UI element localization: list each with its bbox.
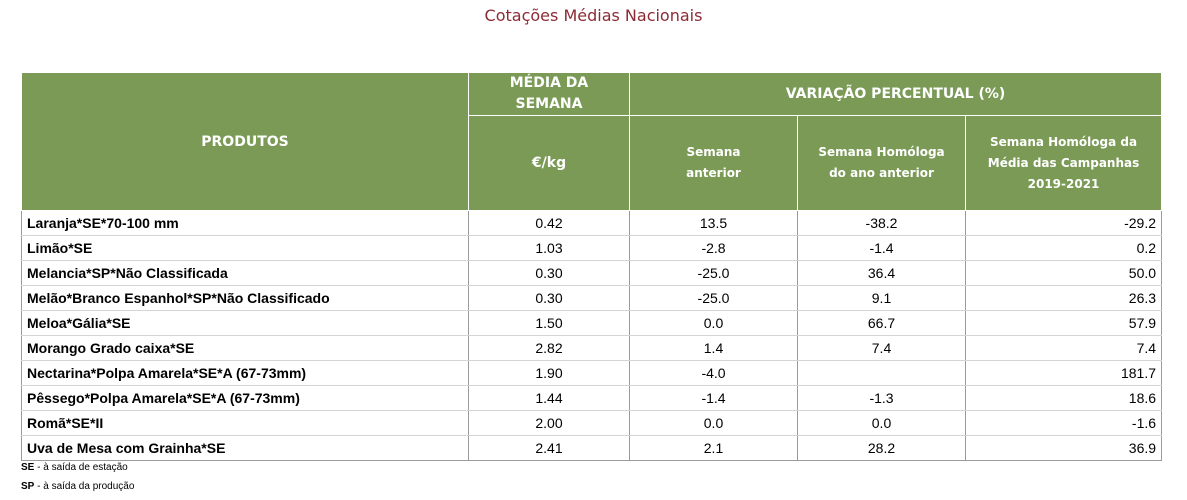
quotes-table: PRODUTOS MÉDIA DA SEMANA VARIAÇÃO PERCEN…	[21, 72, 1163, 461]
product-name: Limão*SE	[21, 235, 469, 261]
product-name: Morango Grado caixa*SE	[21, 335, 469, 361]
footnote-sp: SP - à saída da produção	[21, 477, 134, 496]
table-row: Meloa*Gália*SE 1.50 0.0 66.7 57.9	[21, 310, 1163, 336]
campanhas-value: -1.6	[964, 410, 1163, 436]
product-name: Uva de Mesa com Grainha*SE	[21, 435, 469, 461]
semana-anterior-value: -2.8	[629, 235, 798, 261]
media-value: 1.44	[468, 385, 630, 411]
header-media-line2: SEMANA	[515, 96, 583, 112]
campanhas-value: 18.6	[964, 385, 1163, 411]
header-unit: €/kg	[468, 115, 630, 211]
homologa-value: -1.4	[797, 235, 966, 261]
header-homologa-line2: do ano anterior	[829, 166, 934, 180]
campanhas-value: 181.7	[964, 360, 1163, 386]
homologa-value: -1.3	[797, 385, 966, 411]
semana-anterior-value: -25.0	[629, 285, 798, 311]
product-name: Laranja*SE*70-100 mm	[21, 210, 469, 236]
table-row: Morango Grado caixa*SE 2.82 1.4 7.4 7.4	[21, 335, 1163, 361]
semana-anterior-value: 2.1	[629, 435, 798, 461]
semana-anterior-value: 0.0	[629, 410, 798, 436]
page-title: Cotações Médias Nacionais	[484, 6, 703, 25]
media-value: 1.03	[468, 235, 630, 261]
header-media-semana: MÉDIA DA SEMANA	[468, 72, 630, 116]
media-value: 2.00	[468, 410, 630, 436]
homologa-value: 7.4	[797, 335, 966, 361]
footnotes: SE - à saída de estação SP - à saída da …	[21, 458, 134, 496]
campanhas-value: -29.2	[964, 210, 1163, 236]
header-campanhas-line2: Média das Campanhas	[987, 155, 1140, 170]
footnote-abbr: SP	[21, 481, 35, 492]
semana-anterior-value: -25.0	[629, 260, 798, 286]
semana-anterior-value: -4.0	[629, 360, 798, 386]
product-name: Romã*SE*II	[21, 410, 469, 436]
product-name: Melancia*SP*Não Classificada	[21, 260, 469, 286]
homologa-value: 66.7	[797, 310, 966, 336]
media-value: 2.82	[468, 335, 630, 361]
product-name: Melão*Branco Espanhol*SP*Não Classificad…	[21, 285, 469, 311]
header-semana-homologa: Semana Homóloga do ano anterior	[797, 115, 966, 211]
table-body: Laranja*SE*70-100 mm 0.42 13.5 -38.2 -29…	[21, 210, 1163, 461]
homologa-value	[797, 360, 966, 386]
footnote-text: - à saída de estação	[34, 462, 128, 473]
table-row: Pêssego*Polpa Amarela*SE*A (67-73mm) 1.4…	[21, 385, 1163, 411]
media-value: 0.42	[468, 210, 630, 236]
homologa-value: -38.2	[797, 210, 966, 236]
media-value: 1.50	[468, 310, 630, 336]
homologa-value: 9.1	[797, 285, 966, 311]
media-value: 0.30	[468, 260, 630, 286]
campanhas-value: 26.3	[964, 285, 1163, 311]
homologa-value: 28.2	[797, 435, 966, 461]
header-anterior-line1: Semana	[686, 145, 741, 159]
table-row: Melancia*SP*Não Classificada 0.30 -25.0 …	[21, 260, 1163, 286]
header-variacao: VARIAÇÃO PERCENTUAL (%)	[628, 72, 1163, 116]
campanhas-value: 57.9	[964, 310, 1163, 336]
table-row: Nectarina*Polpa Amarela*SE*A (67-73mm) 1…	[21, 360, 1163, 386]
campanhas-value: 36.9	[964, 435, 1163, 461]
header-campanhas: Semana Homóloga da Média das Campanhas 2…	[964, 115, 1163, 211]
campanhas-value: 0.2	[964, 235, 1163, 261]
semana-anterior-value: 0.0	[629, 310, 798, 336]
semana-anterior-value: -1.4	[629, 385, 798, 411]
semana-anterior-value: 13.5	[629, 210, 798, 236]
footnote-se: SE - à saída de estação	[21, 458, 134, 477]
homologa-value: 36.4	[797, 260, 966, 286]
table-row: Uva de Mesa com Grainha*SE 2.41 2.1 28.2…	[21, 435, 1163, 461]
product-name: Pêssego*Polpa Amarela*SE*A (67-73mm)	[21, 385, 469, 411]
homologa-value: 0.0	[797, 410, 966, 436]
header-homologa-line1: Semana Homóloga	[818, 145, 945, 159]
table-row: Romã*SE*II 2.00 0.0 0.0 -1.6	[21, 410, 1163, 436]
header-campanhas-line3: 2019-2021	[1027, 176, 1100, 191]
media-value: 2.41	[468, 435, 630, 461]
product-name: Meloa*Gália*SE	[21, 310, 469, 336]
campanhas-value: 7.4	[964, 335, 1163, 361]
header-anterior-line2: anterior	[686, 166, 741, 180]
table-row: Melão*Branco Espanhol*SP*Não Classificad…	[21, 285, 1163, 311]
header-media-line1: MÉDIA DA	[509, 75, 589, 91]
header-produtos: PRODUTOS	[21, 72, 469, 211]
table-header: PRODUTOS MÉDIA DA SEMANA VARIAÇÃO PERCEN…	[21, 72, 1163, 211]
product-name: Nectarina*Polpa Amarela*SE*A (67-73mm)	[21, 360, 469, 386]
footnote-text: - à saída da produção	[34, 481, 135, 492]
table-row: Limão*SE 1.03 -2.8 -1.4 0.2	[21, 235, 1163, 261]
footnote-abbr: SE	[21, 462, 35, 473]
semana-anterior-value: 1.4	[629, 335, 798, 361]
media-value: 0.30	[468, 285, 630, 311]
table-row: Laranja*SE*70-100 mm 0.42 13.5 -38.2 -29…	[21, 210, 1163, 236]
campanhas-value: 50.0	[964, 260, 1163, 286]
header-semana-anterior: Semana anterior	[629, 115, 798, 211]
media-value: 1.90	[468, 360, 630, 386]
header-campanhas-line1: Semana Homóloga da	[989, 134, 1138, 149]
